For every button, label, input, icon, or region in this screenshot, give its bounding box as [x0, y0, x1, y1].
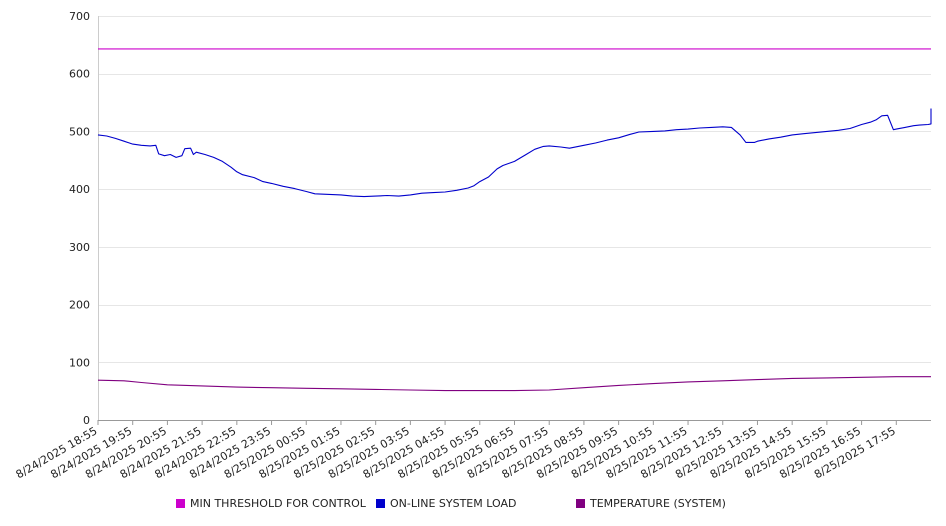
- legend-swatch-system-load: [376, 499, 385, 508]
- y-axis-ticks: 0 100 200 300 400 500 600 700: [69, 10, 90, 427]
- chart-axes: [97, 16, 931, 425]
- y-tick-label: 700: [69, 10, 90, 23]
- legend-swatch-temperature: [576, 499, 585, 508]
- y-tick-label: 400: [69, 183, 90, 196]
- legend-item-temperature: TEMPERATURE (SYSTEM): [576, 497, 726, 510]
- chart-legend: MIN THRESHOLD FOR CONTROL ON-LINE SYSTEM…: [0, 497, 946, 515]
- y-tick-label: 600: [69, 68, 90, 81]
- series-line-1: [97, 108, 932, 198]
- y-tick-label: 100: [69, 356, 90, 369]
- x-axis-ticks: 8/24/2025 18:558/24/2025 19:558/24/2025 …: [14, 424, 898, 481]
- legend-label-temperature: TEMPERATURE (SYSTEM): [590, 497, 726, 510]
- legend-label-system-load: ON-LINE SYSTEM LOAD: [390, 497, 517, 510]
- legend-item-min-threshold: MIN THRESHOLD FOR CONTROL: [176, 497, 366, 510]
- series-line-2: [97, 376, 931, 392]
- legend-label-min-threshold: MIN THRESHOLD FOR CONTROL: [190, 497, 366, 510]
- legend-item-system-load: ON-LINE SYSTEM LOAD: [376, 497, 516, 510]
- chart-grid: [98, 16, 931, 363]
- legend-swatch-min-threshold: [176, 499, 185, 508]
- chart-series-lines: [97, 48, 932, 392]
- y-tick-label: 200: [69, 299, 90, 312]
- y-tick-label: 300: [69, 241, 90, 254]
- y-tick-label: 0: [83, 414, 90, 427]
- y-tick-label: 500: [69, 125, 90, 138]
